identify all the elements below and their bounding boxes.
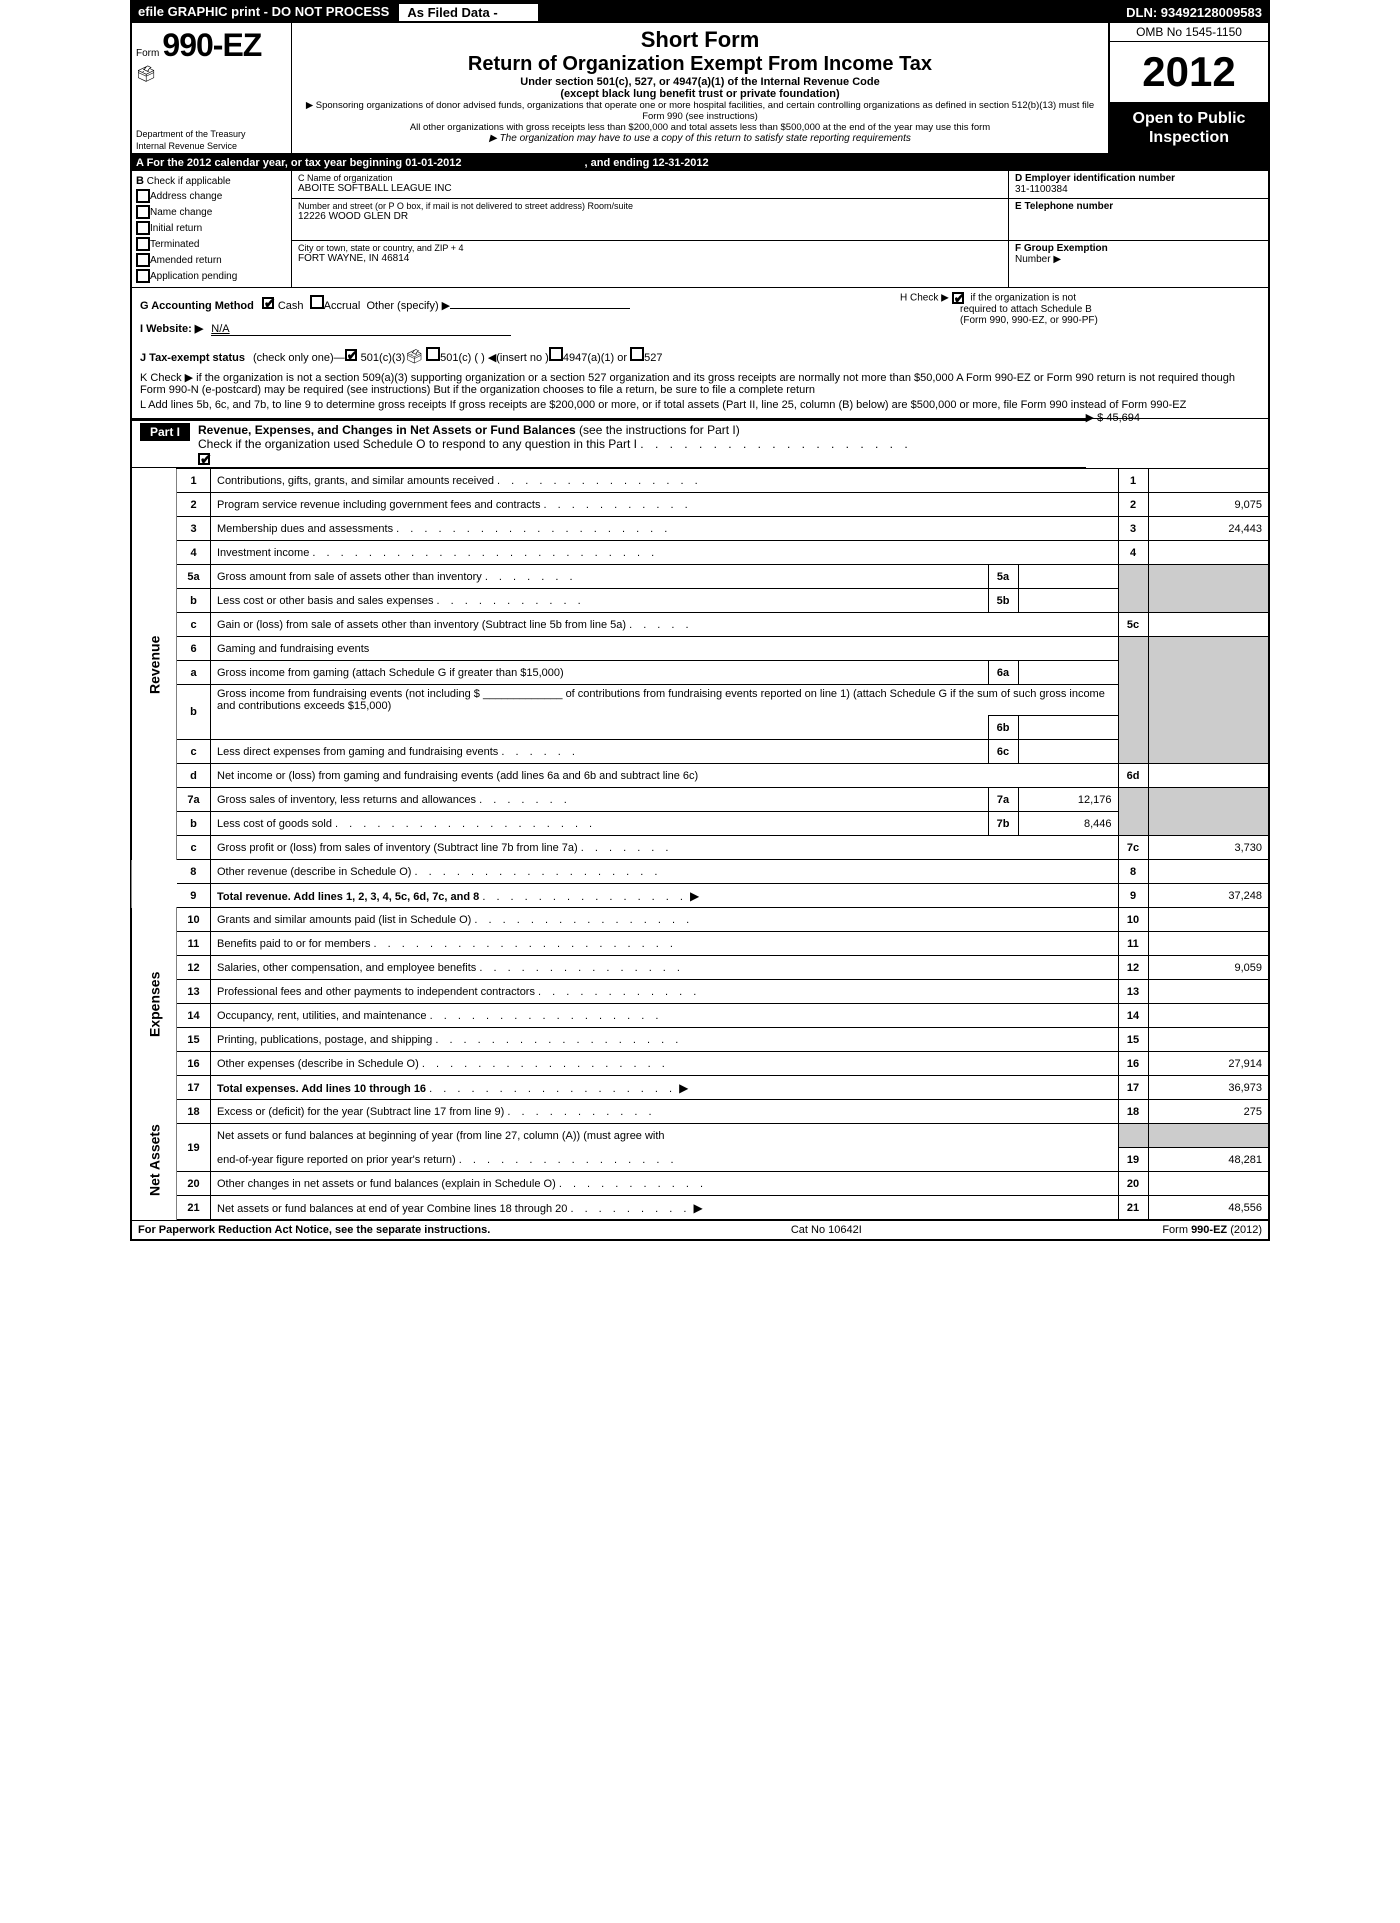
amt-6d — [1148, 764, 1268, 788]
note-state: ▶ The organization may have to use a cop… — [300, 133, 1100, 144]
checkbox-527[interactable] — [630, 347, 644, 361]
amt-21: 48,556 — [1148, 1196, 1268, 1220]
footer-catno: Cat No 10642I — [791, 1224, 862, 1236]
form-page: efile GRAPHIC print - DO NOT PROCESS As … — [130, 0, 1270, 1241]
amt-7c: 3,730 — [1148, 836, 1268, 860]
subtitle-except: (except black lung benefit trust or priv… — [300, 88, 1100, 100]
org-street: 12226 WOOD GLEN DR — [298, 211, 1002, 222]
checkbox-terminated[interactable] — [136, 237, 150, 251]
amt-2: 9,075 — [1148, 493, 1268, 517]
amt-4 — [1148, 541, 1268, 565]
checkbox-cash[interactable] — [262, 297, 274, 309]
header-left: Form 990-EZ 🗳 Department of the Treasury… — [132, 23, 292, 153]
expenses-side-label: Expenses — [132, 908, 177, 1100]
checkbox-address-change[interactable] — [136, 189, 150, 203]
title-return: Return of Organization Exempt From Incom… — [300, 53, 1100, 76]
form-header: Form 990-EZ 🗳 Department of the Treasury… — [132, 23, 1268, 155]
section-g-l: G Accounting Method Cash Accrual Other (… — [132, 288, 1268, 419]
topbar: efile GRAPHIC print - DO NOT PROCESS As … — [132, 2, 1268, 23]
footer-form: Form 990-EZ (2012) — [1162, 1224, 1262, 1236]
amt-1 — [1148, 469, 1268, 493]
tax-year: 2012 — [1110, 42, 1268, 103]
amt-15 — [1148, 1028, 1268, 1052]
checkbox-schedule-o[interactable] — [198, 453, 210, 465]
org-city: FORT WAYNE, IN 46814 — [298, 253, 1002, 264]
checkbox-accrual[interactable] — [310, 295, 324, 309]
asfiled-label: As Filed Data - — [399, 4, 537, 21]
amt-11 — [1148, 932, 1268, 956]
part-1-badge: Part I — [140, 423, 190, 441]
amt-5c — [1148, 613, 1268, 637]
section-c: C Name of organization ABOITE SOFTBALL L… — [292, 171, 1008, 287]
section-b: B Check if applicable Address change Nam… — [132, 171, 292, 287]
section-def: D Employer identification number 31-1100… — [1008, 171, 1268, 287]
checkbox-amended[interactable] — [136, 253, 150, 267]
lines-table: Revenue 1 Contributions, gifts, grants, … — [132, 468, 1268, 1220]
note-sponsoring: ▶ Sponsoring organizations of donor advi… — [300, 100, 1100, 122]
irs-label: Internal Revenue Service — [136, 141, 237, 151]
open-inspection: Open to Public Inspection — [1110, 103, 1268, 153]
efile-label: efile GRAPHIC print - DO NOT PROCESS — [138, 4, 389, 21]
checkbox-501c[interactable] — [426, 347, 440, 361]
amt-12: 9,059 — [1148, 956, 1268, 980]
checkbox-name-change[interactable] — [136, 205, 150, 219]
subamt-5b — [1018, 589, 1118, 613]
row-l-amount: ▶ $ 45,694 — [1086, 411, 1140, 424]
row-k-text: K Check ▶ if the organization is not a s… — [140, 372, 1235, 396]
checkbox-h[interactable] — [952, 292, 964, 304]
checkbox-4947[interactable] — [549, 347, 563, 361]
header-right: OMB No 1545-1150 2012 Open to Public Ins… — [1108, 23, 1268, 153]
dept-label: Department of the Treasury — [136, 129, 246, 139]
subamt-7a: 12,176 — [1018, 788, 1118, 812]
checkbox-initial-return[interactable] — [136, 221, 150, 235]
netassets-side-label: Net Assets — [132, 1100, 177, 1220]
revenue-side-label: Revenue — [132, 469, 177, 860]
amt-8 — [1148, 860, 1268, 884]
subamt-6b — [1018, 716, 1118, 740]
dln-label: DLN: 93492128009583 — [1126, 5, 1262, 20]
form-number: 990-EZ — [162, 27, 261, 63]
org-info-block: B Check if applicable Address change Nam… — [132, 171, 1268, 288]
subamt-5a — [1018, 565, 1118, 589]
checkbox-pending[interactable] — [136, 269, 150, 283]
org-name: ABOITE SOFTBALL LEAGUE INC — [298, 183, 1002, 194]
ein-value: 31-1100384 — [1015, 184, 1262, 195]
subamt-7b: 8,446 — [1018, 812, 1118, 836]
row-l-text: L Add lines 5b, 6c, and 7b, to line 9 to… — [140, 399, 1186, 411]
amt-20 — [1148, 1172, 1268, 1196]
part-1-header: Part I Revenue, Expenses, and Changes in… — [132, 419, 1086, 468]
page-footer: For Paperwork Reduction Act Notice, see … — [132, 1220, 1268, 1239]
note-other-orgs: All other organizations with gross recei… — [300, 122, 1100, 133]
amt-9: 37,248 — [1148, 884, 1268, 908]
checkbox-501c3[interactable] — [345, 349, 357, 361]
section-h: H Check ▶ if the organization is not req… — [900, 292, 1260, 339]
amt-14 — [1148, 1004, 1268, 1028]
amt-16: 27,914 — [1148, 1052, 1268, 1076]
amt-10 — [1148, 908, 1268, 932]
title-short-form: Short Form — [300, 27, 1100, 53]
amt-19: 48,281 — [1148, 1148, 1268, 1172]
amt-3: 24,443 — [1148, 517, 1268, 541]
amt-18: 275 — [1148, 1100, 1268, 1124]
subamt-6a — [1018, 661, 1118, 685]
section-a-bar: A For the 2012 calendar year, or tax yea… — [132, 155, 1268, 171]
irs-seal-icon: 🗳 — [136, 64, 287, 84]
amt-13 — [1148, 980, 1268, 1004]
subamt-6c — [1018, 740, 1118, 764]
amt-17: 36,973 — [1148, 1076, 1268, 1100]
website-value: N/A — [211, 323, 511, 336]
footer-paperwork: For Paperwork Reduction Act Notice, see … — [138, 1224, 490, 1236]
omb-number: OMB No 1545-1150 — [1110, 23, 1268, 42]
header-center: Short Form Return of Organization Exempt… — [292, 23, 1108, 153]
form-prefix: Form — [136, 48, 159, 59]
subtitle-section: Under section 501(c), 527, or 4947(a)(1)… — [300, 76, 1100, 88]
